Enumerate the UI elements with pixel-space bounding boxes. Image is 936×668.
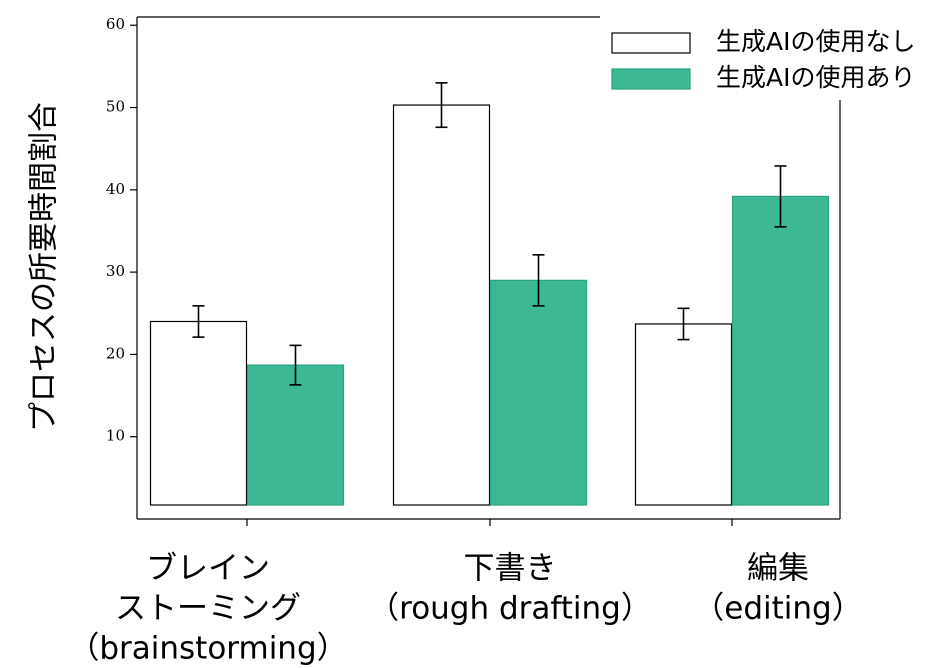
x-ticks [246,519,733,526]
bar-with-ai [246,364,345,506]
error-bar [532,254,545,307]
y-tick-label: 10 [106,427,125,445]
legend-label: 生成AIの使用あり [716,63,915,92]
bar-with-ai [489,279,588,506]
category-label-line: 編集 [747,551,809,587]
category-label-line: 下書き [464,551,557,587]
y-ticks: 10 20 30 40 50 60 [106,15,137,445]
category-label-line: （editing） [693,591,862,627]
axes [136,16,841,520]
legend-swatch [611,32,691,54]
bar-without-ai [634,323,733,506]
category-label-line: ストーミング [115,591,301,627]
bar-with-ai [731,195,830,506]
y-axis-label: プロセスの所要時間割合 [27,102,62,432]
bar-without-ai [392,104,491,506]
y-tick-label: 50 [106,98,125,116]
y-tick-label: 20 [106,344,125,362]
category-label-line: ブレイン [146,551,270,587]
error-bar [774,165,787,228]
bars [149,104,830,506]
bar-without-ai [149,320,248,506]
error-bar [192,305,205,338]
error-bars [192,82,787,386]
error-bar [435,82,448,129]
legend-swatch [611,68,691,90]
category-label-line: （rough drafting） [368,591,652,627]
y-tick-label: 60 [106,15,125,33]
y-tick-label: 40 [106,180,125,198]
y-tick-label: 30 [106,262,125,280]
error-bar [289,344,302,386]
category-label-line: （brainstorming） [68,631,347,667]
legend-label: 生成AIの使用なし [716,27,915,56]
error-bar [677,307,690,341]
